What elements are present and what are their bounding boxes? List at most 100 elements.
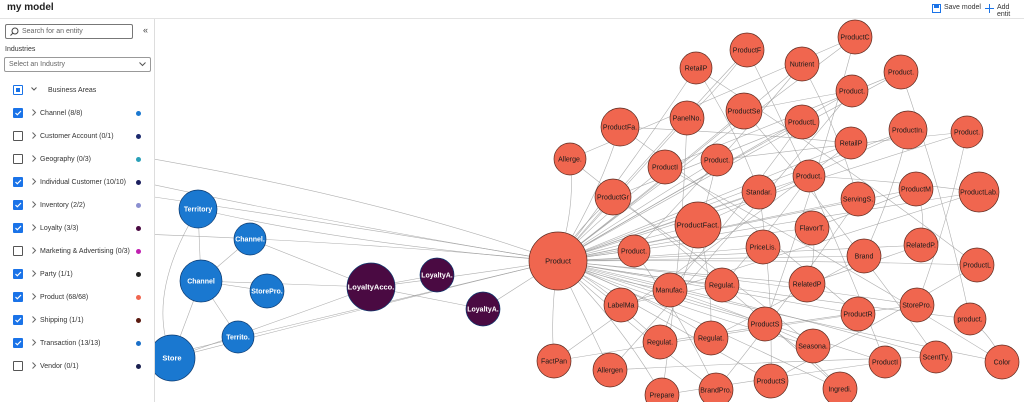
area-chevron[interactable]: [31, 316, 37, 323]
check-mark: [15, 202, 22, 208]
entity-node[interactable]: [794, 210, 830, 246]
relationship-edge: [669, 121, 803, 291]
group-chevron[interactable]: [31, 86, 37, 92]
area-checkbox[interactable]: [13, 154, 23, 164]
entity-node[interactable]: [553, 142, 587, 176]
entity-node[interactable]: [747, 306, 783, 342]
entity-node[interactable]: [840, 296, 876, 332]
entity-node[interactable]: [795, 328, 831, 364]
entity-node[interactable]: [835, 74, 869, 108]
area-chevron[interactable]: [31, 339, 37, 346]
industry-select[interactable]: Select an Industry: [4, 57, 151, 72]
entity-node[interactable]: [753, 363, 789, 399]
entity-node[interactable]: [888, 110, 928, 150]
tick: [15, 317, 22, 323]
entity-node[interactable]: [642, 324, 678, 360]
area-chevron[interactable]: [31, 224, 37, 231]
save-button[interactable]: Save model: [944, 4, 981, 11]
entity-node[interactable]: [669, 100, 705, 136]
entity-node[interactable]: [898, 171, 934, 207]
area-checkbox[interactable]: [13, 108, 23, 118]
entity-node[interactable]: [592, 352, 628, 388]
area-checkbox[interactable]: [13, 131, 23, 141]
sidebar: Search for an entity « Industries Select…: [0, 19, 155, 402]
area-chevron[interactable]: [31, 270, 37, 277]
entity-node[interactable]: [984, 344, 1020, 380]
area-checkbox[interactable]: [13, 338, 23, 348]
entity-node[interactable]: [346, 262, 396, 312]
entity-node[interactable]: [899, 287, 935, 323]
entity-node[interactable]: [788, 265, 826, 303]
entity-node[interactable]: [868, 345, 902, 379]
entity-node[interactable]: [959, 247, 995, 283]
entity-node[interactable]: [729, 32, 765, 68]
entity-node[interactable]: [834, 126, 868, 160]
entity-node[interactable]: [536, 343, 572, 379]
area-chevron[interactable]: [31, 109, 37, 116]
area-chevron[interactable]: [31, 178, 37, 185]
entity-node[interactable]: [465, 291, 501, 327]
entity-node[interactable]: [600, 107, 640, 147]
area-checkbox[interactable]: [13, 200, 23, 210]
entity-node[interactable]: [693, 320, 729, 356]
relationship-edge: [710, 255, 865, 339]
entity-node[interactable]: [179, 259, 223, 303]
add-button[interactable]: Add entit: [997, 4, 1011, 18]
area-checkbox[interactable]: [13, 269, 23, 279]
collapse-button[interactable]: «: [143, 25, 149, 35]
entity-node[interactable]: [178, 189, 218, 229]
entity-node[interactable]: [741, 174, 777, 210]
entity-node[interactable]: [233, 222, 267, 256]
area-chevron[interactable]: [31, 132, 37, 139]
entity-node[interactable]: [679, 51, 713, 85]
save-icon[interactable]: [932, 4, 941, 13]
entity-node[interactable]: [784, 46, 820, 82]
entity-node[interactable]: [419, 257, 455, 293]
entity-node[interactable]: [249, 273, 285, 309]
entity-node[interactable]: [594, 178, 632, 216]
entity-node[interactable]: [958, 171, 1000, 213]
entity-node[interactable]: [647, 149, 683, 185]
entity-node[interactable]: [903, 227, 939, 263]
area-chevron[interactable]: [31, 293, 37, 300]
entity-node[interactable]: [745, 229, 781, 265]
check-mark: [15, 271, 22, 277]
entity-node[interactable]: [617, 234, 651, 268]
entity-label: Standar.: [746, 190, 772, 197]
entity-node[interactable]: [784, 104, 820, 140]
entity-node[interactable]: [822, 371, 858, 402]
entity-node[interactable]: [704, 267, 740, 303]
relationship-edge: [633, 250, 717, 391]
entity-node[interactable]: [725, 92, 763, 130]
area-checkbox[interactable]: [13, 246, 23, 256]
entity-node[interactable]: [792, 159, 826, 193]
area-chevron[interactable]: [31, 155, 37, 162]
area-chevron[interactable]: [31, 362, 37, 369]
entity-node[interactable]: [919, 340, 953, 374]
entity-node[interactable]: [840, 181, 876, 217]
entity-node[interactable]: [528, 231, 588, 291]
area-checkbox[interactable]: [13, 292, 23, 302]
group-checkbox[interactable]: [13, 85, 23, 95]
entity-node[interactable]: [950, 115, 984, 149]
entity-node[interactable]: [846, 238, 882, 274]
entity-node[interactable]: [221, 320, 255, 354]
entity-node[interactable]: [644, 377, 680, 402]
add-icon[interactable]: [985, 4, 994, 13]
entity-node[interactable]: [674, 201, 722, 249]
area-chevron[interactable]: [31, 201, 37, 208]
entity-node[interactable]: [603, 287, 639, 323]
entity-node[interactable]: [837, 19, 873, 55]
check-mark: [15, 225, 22, 231]
area-checkbox[interactable]: [13, 177, 23, 187]
entity-node[interactable]: [700, 143, 734, 177]
area-checkbox[interactable]: [13, 223, 23, 233]
search-box[interactable]: Search for an entity: [5, 24, 133, 39]
entity-node[interactable]: [698, 372, 734, 402]
area-checkbox[interactable]: [13, 361, 23, 371]
entity-node[interactable]: [883, 54, 919, 90]
area-chevron[interactable]: [31, 247, 37, 254]
area-checkbox[interactable]: [13, 315, 23, 325]
entity-node[interactable]: [953, 302, 987, 336]
entity-node[interactable]: [652, 272, 688, 308]
